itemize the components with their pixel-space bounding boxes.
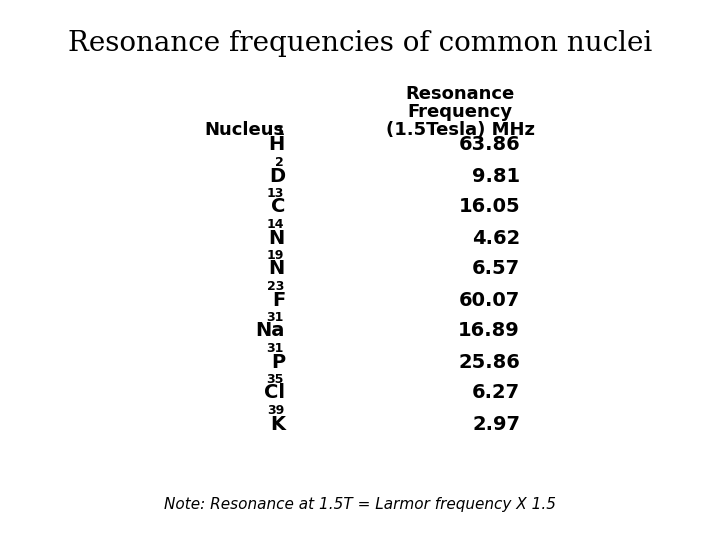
Text: N: N [269, 228, 285, 247]
Text: 31: 31 [266, 311, 284, 324]
Text: H: H [269, 136, 285, 154]
Text: 35: 35 [266, 373, 284, 386]
Text: Resonance frequencies of common nuclei: Resonance frequencies of common nuclei [68, 30, 652, 57]
Text: D: D [269, 166, 285, 186]
Text: 19: 19 [266, 249, 284, 262]
Text: 2: 2 [275, 156, 284, 169]
Text: F: F [271, 291, 285, 309]
Text: Na: Na [256, 321, 285, 341]
Text: 4.62: 4.62 [472, 228, 520, 247]
Text: P: P [271, 353, 285, 372]
Text: 63.86: 63.86 [458, 136, 520, 154]
Text: 60.07: 60.07 [459, 291, 520, 309]
Text: Resonance: Resonance [405, 85, 515, 103]
Text: Nucleus: Nucleus [205, 121, 285, 139]
Text: 39: 39 [266, 404, 284, 417]
Text: 31: 31 [266, 342, 284, 355]
Text: 6.57: 6.57 [472, 260, 520, 279]
Text: 2.97: 2.97 [472, 415, 520, 434]
Text: 14: 14 [266, 218, 284, 231]
Text: 25.86: 25.86 [458, 353, 520, 372]
Text: Cl: Cl [264, 383, 285, 402]
Text: N: N [269, 260, 285, 279]
Text: (1.5Tesla) MHz: (1.5Tesla) MHz [385, 121, 534, 139]
Text: 13: 13 [266, 187, 284, 200]
Text: 16.05: 16.05 [459, 198, 520, 217]
Text: 9.81: 9.81 [472, 166, 520, 186]
Text: Frequency: Frequency [408, 103, 513, 121]
Text: 16.89: 16.89 [458, 321, 520, 341]
Text: 23: 23 [266, 280, 284, 293]
Text: 1: 1 [275, 125, 284, 138]
Text: 6.27: 6.27 [472, 383, 520, 402]
Text: C: C [271, 198, 285, 217]
Text: K: K [270, 415, 285, 434]
Text: Note: Resonance at 1.5T = Larmor frequency X 1.5: Note: Resonance at 1.5T = Larmor frequen… [164, 497, 556, 512]
